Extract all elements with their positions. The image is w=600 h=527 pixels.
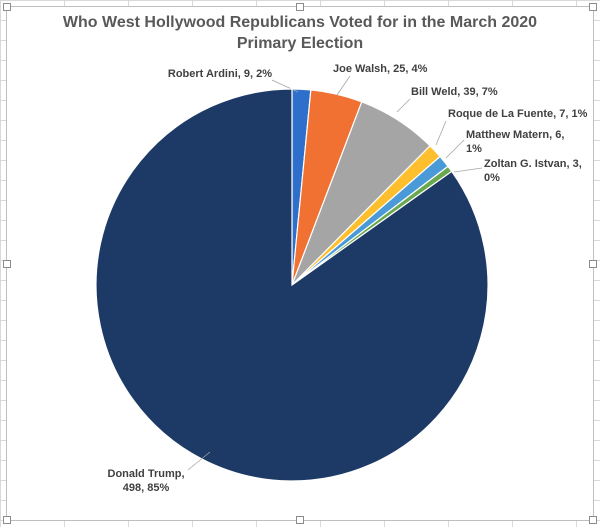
data-label-line: 1% [466,143,482,155]
data-label-joe-walsh: Joe Walsh, 25, 4% [333,63,428,75]
data-label-line: Donald Trump, [108,468,185,480]
leader-line-zoltan-g-istvan [453,167,483,173]
resize-handle-right[interactable] [589,260,597,268]
leader-line-robert-ardini [271,79,299,93]
data-label-bill-weld: Bill Weld, 39, 7% [411,86,498,98]
data-label-matthew-matern: Matthew Matern, 6, 1% [466,129,564,155]
data-label-line: Robert Ardini, 9, 2% [168,68,272,80]
resize-handle-top-left[interactable] [3,3,11,11]
pie-slice-donald-trump[interactable] [95,88,489,482]
leader-line-joe-walsh [336,75,351,96]
data-label-line: 498, 85% [123,482,170,494]
data-label-line: Matthew Matern, 6, [466,129,564,141]
resize-handle-top[interactable] [296,3,304,11]
data-label-line: Zoltan G. Istvan, 3, [484,158,582,170]
leader-line-matthew-matern [445,139,465,159]
chart-title: Who West Hollywood Republicans Voted for… [0,12,600,54]
data-label-robert-ardini: Robert Ardini, 9, 2% [168,68,272,80]
data-label-roque-de-la-fuente: Roque de La Fuente, 7, 1% [448,108,588,120]
data-label-line: Bill Weld, 39, 7% [411,86,498,98]
chart-title-line-1: Who West Hollywood Republicans Voted for… [62,14,538,31]
data-label-line: Joe Walsh, 25, 4% [333,63,428,75]
resize-handle-bottom-left[interactable] [3,516,11,524]
resize-handle-bottom-right[interactable] [589,516,597,524]
resize-handle-left[interactable] [3,260,11,268]
resize-handle-top-right[interactable] [589,3,597,11]
leader-line-bill-weld [396,98,411,113]
data-label-donald-trump: Donald Trump, 498, 85% [108,468,185,494]
resize-handle-bottom[interactable] [296,516,304,524]
data-label-line: Roque de La Fuente, 7, 1% [448,108,588,120]
leader-line-donald-trump [187,451,211,471]
leader-line-roque-de-la-fuente [435,120,447,146]
data-label-zoltan-g-istvan: Zoltan G. Istvan, 3, 0% [484,158,582,184]
chart-title-line-2: Primary Election [236,35,364,52]
data-label-line: 0% [484,172,500,184]
